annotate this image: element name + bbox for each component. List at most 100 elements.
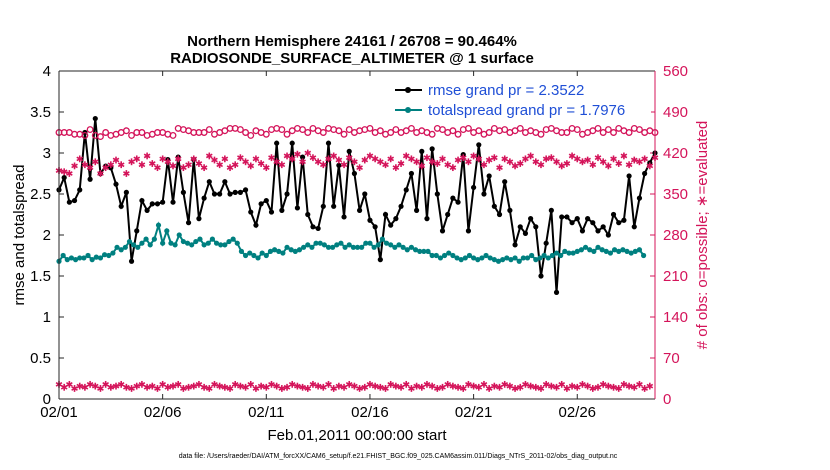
evaluated-obs-marker: [169, 382, 177, 390]
possible-obs-marker: [563, 129, 571, 136]
data-point: [131, 242, 137, 248]
evaluated-obs-marker: [439, 155, 446, 163]
evaluated-obs-marker: [262, 164, 270, 172]
data-point: [176, 232, 182, 238]
evaluated-obs-marker: [423, 154, 431, 162]
footer-data-file: data file: /Users/raeder/DAI/ATM_forcXX/…: [179, 453, 618, 460]
evaluated-obs-marker: [630, 156, 638, 164]
evaluated-obs-marker: [278, 385, 286, 392]
data-point: [118, 203, 124, 209]
evaluated-obs-marker: [97, 385, 104, 392]
evaluated-obs-marker: [522, 380, 529, 388]
data-point: [454, 255, 460, 261]
data-point: [495, 258, 502, 264]
data-point: [201, 195, 207, 201]
evaluated-obs-marker: [371, 155, 379, 163]
evaluated-obs-marker: [154, 164, 161, 172]
data-point: [226, 238, 232, 245]
evaluated-obs-marker: [221, 383, 229, 391]
data-point: [213, 240, 220, 246]
data-point: [118, 247, 124, 253]
series-3: [55, 149, 659, 177]
data-point: [222, 242, 228, 248]
evaluated-obs-marker: [335, 382, 343, 390]
data-point: [553, 250, 560, 256]
evaluated-obs-marker: [387, 155, 395, 163]
possible-obs-marker: [340, 130, 348, 138]
evaluated-obs-marker: [387, 380, 395, 388]
x-tick-label: 02/11: [248, 404, 284, 421]
possible-obs-marker: [299, 126, 307, 134]
data-point: [184, 240, 191, 246]
y-tick-label-right: 560: [663, 63, 688, 80]
data-point: [77, 255, 83, 261]
evaluated-obs-marker: [340, 383, 348, 391]
data-point: [610, 211, 617, 218]
data-point: [301, 244, 307, 250]
data-point: [253, 222, 259, 228]
data-point: [160, 199, 166, 205]
data-point: [299, 154, 306, 160]
evaluated-obs-marker: [449, 382, 457, 390]
evaluated-obs-marker: [304, 385, 312, 392]
data-point: [89, 257, 95, 263]
data-point: [284, 191, 290, 197]
evaluated-obs-marker: [501, 380, 509, 388]
data-point: [267, 248, 274, 254]
data-point: [205, 240, 211, 246]
possible-obs-marker: [81, 131, 89, 139]
evaluated-obs-marker: [423, 380, 431, 388]
data-point: [481, 191, 487, 197]
evaluated-obs-marker: [319, 161, 327, 169]
evaluated-obs-marker: [283, 152, 291, 160]
data-point: [502, 179, 508, 185]
data-point: [496, 211, 503, 218]
data-point: [529, 252, 535, 259]
possible-obs-marker: [242, 129, 250, 136]
evaluated-obs-marker: [340, 161, 348, 169]
data-point: [372, 224, 378, 230]
possible-obs-marker: [387, 129, 395, 136]
y-tick-label: 1.5: [30, 268, 51, 285]
data-point: [471, 184, 477, 191]
y-axis-label: rmse and totalspread: [11, 165, 28, 306]
data-point: [487, 255, 493, 261]
data-point: [292, 248, 298, 254]
evaluated-obs-marker: [143, 152, 151, 160]
data-point: [624, 248, 630, 254]
y-tick-label: 2.5: [30, 186, 51, 203]
data-point: [631, 224, 637, 230]
possible-obs-marker: [304, 129, 312, 136]
evaluated-obs-marker: [459, 385, 467, 392]
evaluated-obs-marker: [527, 382, 534, 390]
data-point: [471, 255, 477, 261]
data-point: [419, 148, 425, 154]
data-point: [400, 244, 406, 250]
evaluated-obs-marker: [361, 383, 369, 391]
possible-obs-marker: [122, 127, 130, 135]
evaluated-obs-marker: [159, 155, 166, 163]
possible-obs-marker: [604, 126, 612, 134]
data-point: [375, 242, 381, 248]
data-point: [66, 199, 72, 205]
data-point: [590, 220, 596, 226]
data-point: [582, 244, 589, 250]
data-point: [367, 217, 373, 223]
possible-obs-marker: [236, 126, 244, 134]
legend-marker-spread: [405, 107, 411, 113]
evaluated-obs-marker: [66, 170, 73, 177]
evaluated-obs-marker: [205, 152, 213, 160]
data-point: [305, 211, 311, 218]
evaluated-obs-marker: [278, 161, 286, 169]
data-point: [122, 244, 128, 250]
data-point: [570, 250, 576, 256]
data-point: [168, 240, 174, 246]
evaluated-obs-marker: [641, 155, 648, 163]
possible-obs-marker: [247, 131, 255, 139]
data-point: [263, 252, 269, 259]
series-4: [55, 380, 654, 392]
data-point: [538, 273, 544, 279]
data-point: [359, 244, 365, 250]
evaluated-obs-marker: [615, 385, 623, 392]
evaluated-obs-marker: [128, 158, 135, 166]
